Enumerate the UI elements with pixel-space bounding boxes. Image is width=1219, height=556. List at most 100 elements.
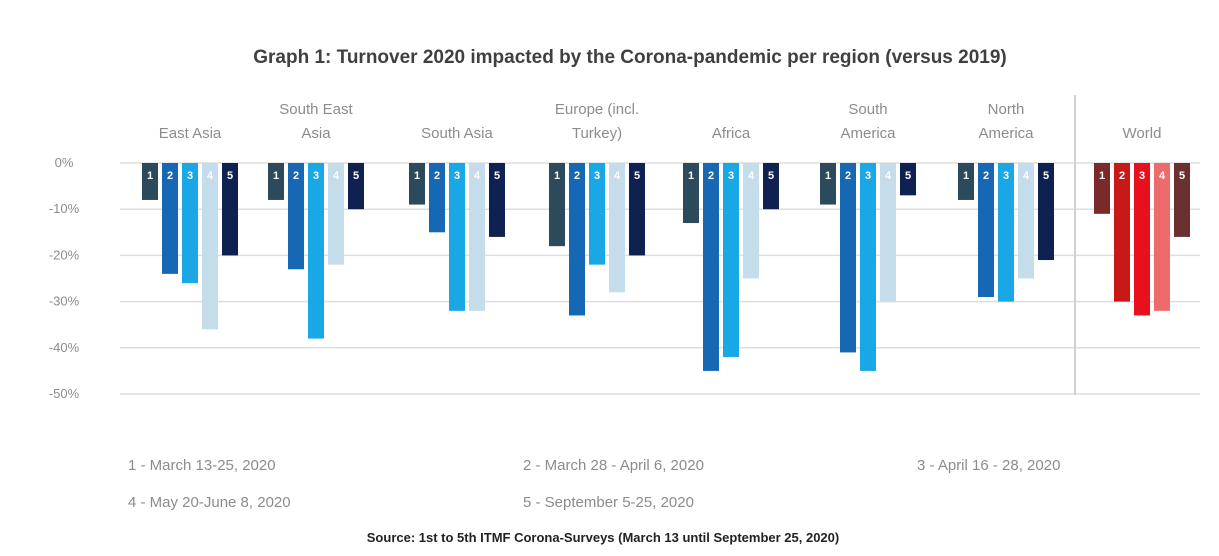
bar bbox=[958, 163, 974, 200]
y-tick-label: -20% bbox=[49, 247, 80, 262]
bar-series-label: 4 bbox=[207, 170, 214, 182]
bar-series-label: 3 bbox=[594, 170, 600, 182]
bar bbox=[683, 163, 699, 224]
bar-series-label: 2 bbox=[983, 170, 989, 182]
bar-series-label: 1 bbox=[1099, 170, 1105, 182]
region-label: South East bbox=[279, 101, 353, 118]
bar bbox=[569, 163, 585, 316]
bar bbox=[409, 163, 425, 205]
bar bbox=[348, 163, 364, 210]
bar bbox=[268, 163, 284, 200]
bar bbox=[840, 163, 856, 353]
y-tick-label: -50% bbox=[49, 386, 80, 401]
region-label: South bbox=[848, 101, 887, 118]
bar-series-label: 5 bbox=[227, 170, 233, 182]
bar-series-label: 5 bbox=[634, 170, 640, 182]
bar-series-label: 3 bbox=[1003, 170, 1009, 182]
bar bbox=[900, 163, 916, 196]
region-label: Africa bbox=[712, 125, 751, 142]
bar-series-label: 5 bbox=[1179, 170, 1185, 182]
y-axis: 0% -10% -20% -30% -40% -50% bbox=[49, 155, 80, 401]
legend-entry: 4 - May 20-June 8, 2020 bbox=[128, 494, 291, 511]
bar-series-label: 1 bbox=[414, 170, 420, 182]
bar bbox=[429, 163, 445, 233]
bars: 1 2 3 4 5 1 2 3 4 5 1 2 3 4 5 1 2 3 4 5 1 2 3 4 5 1 2 3 4 5 1 2 3 4 5 1 2 3 4 5 bbox=[142, 163, 1190, 371]
bar bbox=[723, 163, 739, 358]
bar-series-label: 2 bbox=[708, 170, 714, 182]
bar bbox=[820, 163, 836, 205]
bar bbox=[1038, 163, 1054, 261]
bar bbox=[162, 163, 178, 274]
bar bbox=[1114, 163, 1130, 302]
bar-series-label: 5 bbox=[353, 170, 359, 182]
bar bbox=[308, 163, 324, 339]
bar-series-label: 3 bbox=[728, 170, 734, 182]
bar-series-label: 4 bbox=[474, 170, 481, 182]
legend-entry: 5 - September 5-25, 2020 bbox=[523, 494, 694, 511]
y-tick-label: -10% bbox=[49, 201, 80, 216]
bar-series-label: 3 bbox=[865, 170, 871, 182]
bar bbox=[629, 163, 645, 256]
region-label: America bbox=[840, 125, 896, 142]
legend-entry: 1 - March 13-25, 2020 bbox=[128, 457, 276, 474]
bar bbox=[549, 163, 565, 247]
bar-series-label: 3 bbox=[187, 170, 193, 182]
bar bbox=[1018, 163, 1034, 279]
bar-series-label: 4 bbox=[748, 170, 755, 182]
y-tick-label: -30% bbox=[49, 294, 80, 309]
bar-series-label: 2 bbox=[1119, 170, 1125, 182]
bar bbox=[703, 163, 719, 371]
region-labels: East Asia South East Asia South Asia Europe … bbox=[159, 101, 1162, 142]
bar-series-label: 5 bbox=[768, 170, 774, 182]
bar bbox=[1174, 163, 1190, 237]
bar bbox=[1134, 163, 1150, 316]
bar-series-label: 4 bbox=[1023, 170, 1030, 182]
bar-series-label: 3 bbox=[1139, 170, 1145, 182]
region-label: Europe (incl. bbox=[555, 101, 639, 118]
region-label: East Asia bbox=[159, 125, 222, 142]
bar-series-label: 1 bbox=[273, 170, 279, 182]
bar bbox=[763, 163, 779, 210]
legend: 1 - March 13-25, 2020 2 - March 28 - Apri… bbox=[128, 457, 1060, 511]
bar bbox=[1154, 163, 1170, 311]
bar-series-label: 1 bbox=[554, 170, 560, 182]
bar-series-label: 1 bbox=[688, 170, 694, 182]
bar bbox=[489, 163, 505, 237]
bar-series-label: 3 bbox=[454, 170, 460, 182]
region-label: World bbox=[1123, 125, 1162, 142]
bar bbox=[609, 163, 625, 293]
bar-series-label: 4 bbox=[614, 170, 621, 182]
chart-title: Graph 1: Turnover 2020 impacted by the C… bbox=[253, 47, 1007, 68]
bar-series-label: 5 bbox=[1043, 170, 1049, 182]
bar-series-label: 2 bbox=[293, 170, 299, 182]
bar bbox=[1094, 163, 1110, 214]
bar-series-label: 1 bbox=[963, 170, 969, 182]
region-label: Asia bbox=[301, 125, 331, 142]
bar-series-label: 2 bbox=[167, 170, 173, 182]
bar-series-label: 2 bbox=[574, 170, 580, 182]
region-label: South Asia bbox=[421, 125, 493, 142]
bar-series-label: 2 bbox=[845, 170, 851, 182]
bar bbox=[860, 163, 876, 371]
bar bbox=[880, 163, 896, 302]
bar-series-label: 3 bbox=[313, 170, 319, 182]
bar bbox=[222, 163, 238, 256]
bar-series-label: 1 bbox=[825, 170, 831, 182]
bar bbox=[328, 163, 344, 265]
bar-series-label: 4 bbox=[1159, 170, 1166, 182]
bar bbox=[743, 163, 759, 279]
legend-entry: 2 - March 28 - April 6, 2020 bbox=[523, 457, 704, 474]
bar bbox=[288, 163, 304, 270]
bar bbox=[978, 163, 994, 297]
bar bbox=[142, 163, 158, 200]
bar bbox=[202, 163, 218, 330]
bar-series-label: 4 bbox=[333, 170, 340, 182]
region-label: Turkey) bbox=[572, 125, 622, 142]
bar bbox=[589, 163, 605, 265]
region-label: North bbox=[988, 101, 1025, 118]
region-label: America bbox=[978, 125, 1034, 142]
y-tick-label: -40% bbox=[49, 340, 80, 355]
bar-series-label: 5 bbox=[494, 170, 500, 182]
bar bbox=[998, 163, 1014, 302]
